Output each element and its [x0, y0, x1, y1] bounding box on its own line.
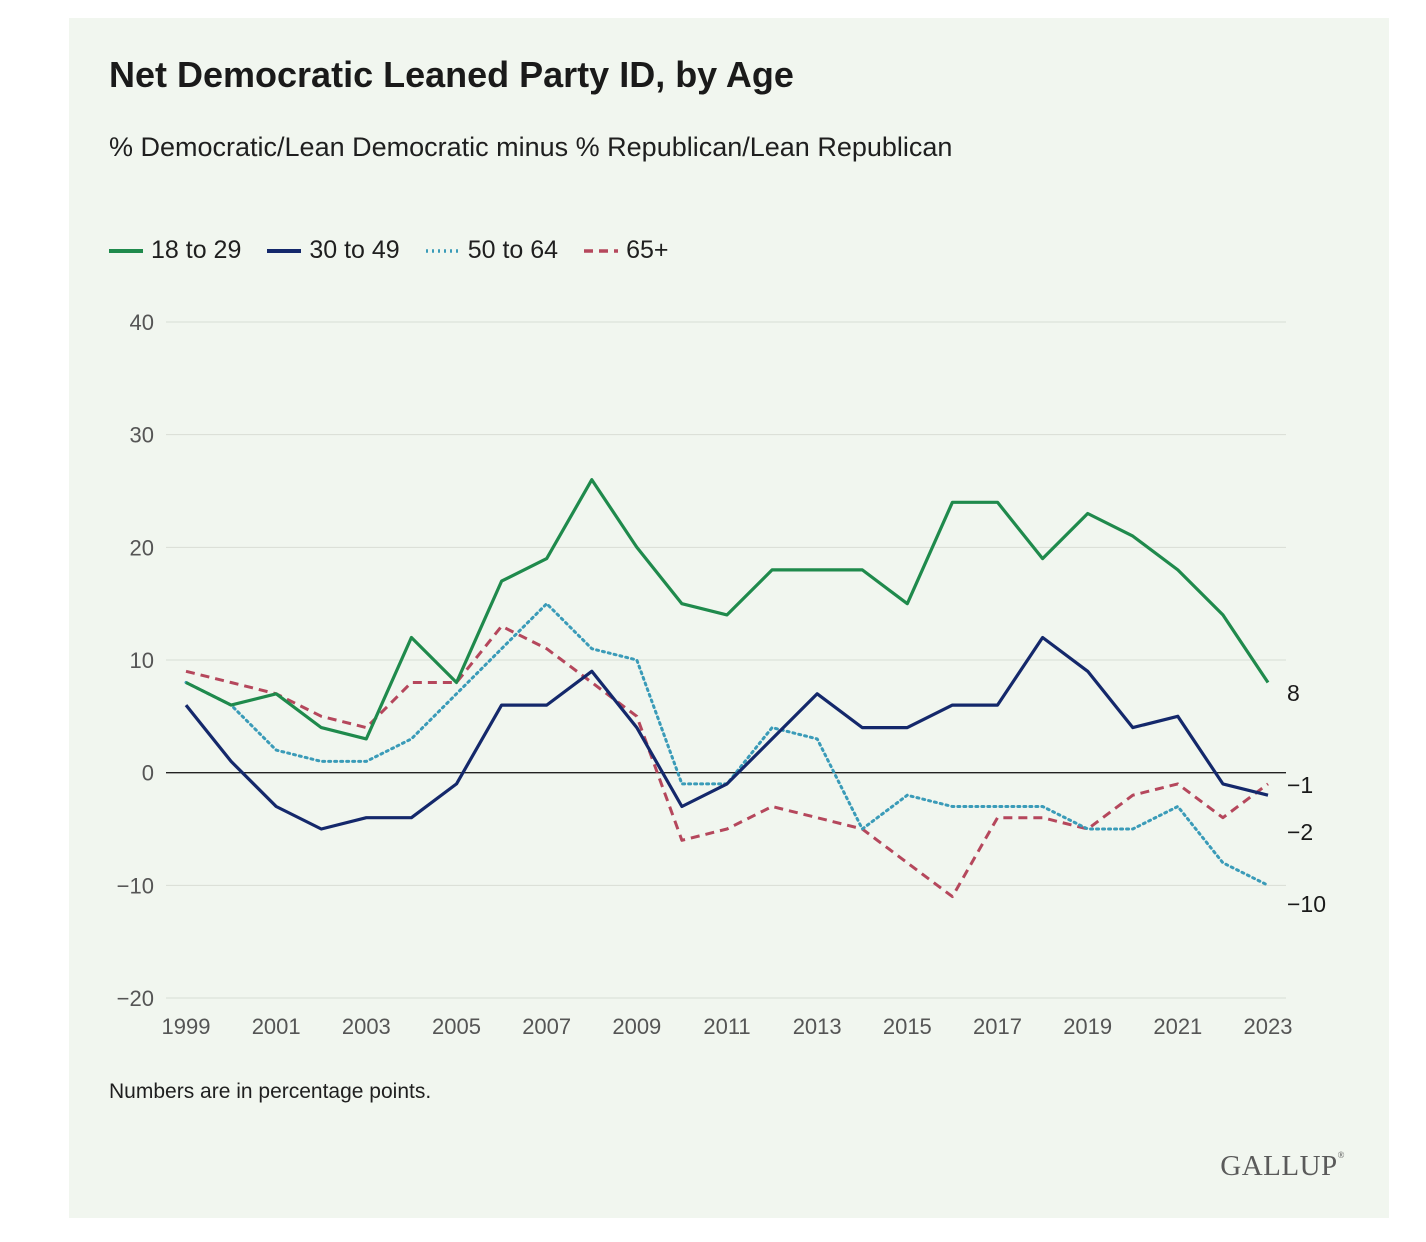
legend-label-30-49: 30 to 49 [309, 236, 400, 264]
chart-note: Numbers are in percentage points. [109, 1080, 432, 1103]
end-value-label: −2 [1287, 819, 1313, 845]
legend-swatch-18-29 [109, 248, 143, 253]
x-tick-label: 2003 [342, 1014, 391, 1039]
x-tick-label: 2015 [883, 1014, 932, 1039]
x-tick-label: 2021 [1153, 1014, 1202, 1039]
legend-swatch-65-plus [584, 248, 619, 253]
x-tick-label: 2005 [432, 1014, 481, 1039]
gallup-logo: GALLUP® [1220, 1150, 1345, 1182]
y-tick-label: −10 [117, 873, 154, 898]
chart-subtitle: % Democratic/Lean Democratic minus % Rep… [109, 132, 953, 162]
y-tick-label: 30 [130, 423, 154, 448]
y-tick-label: 40 [130, 310, 154, 335]
end-value-label: −1 [1287, 772, 1313, 798]
legend-item-18-29: 18 to 29 [109, 236, 241, 265]
x-tick-label: 1999 [162, 1014, 211, 1039]
x-tick-label: 2023 [1244, 1014, 1293, 1039]
end-value-label: −10 [1287, 891, 1326, 917]
y-tick-label: 10 [130, 648, 154, 673]
series-line-30-to-49 [184, 635, 1269, 831]
x-tick-label: 2017 [973, 1014, 1022, 1039]
series-line-65-plus [185, 624, 1269, 899]
x-tick-label: 2013 [793, 1014, 842, 1039]
legend-item-65-plus: 65+ [584, 236, 669, 265]
x-tick-label: 2011 [703, 1014, 750, 1039]
legend-label-18-29: 18 to 29 [151, 236, 242, 264]
gallup-logo-text: GALLUP [1220, 1150, 1338, 1182]
x-tick-label: 2009 [612, 1014, 661, 1039]
x-tick-label: 2019 [1063, 1014, 1112, 1039]
chart-card: Net Democratic Leaned Party ID, by Age %… [69, 18, 1389, 1218]
legend-label-50-64: 50 to 64 [467, 236, 559, 264]
y-tick-label: 20 [130, 535, 154, 560]
y-tick-label: −20 [117, 986, 154, 1011]
legend-item-50-64: 50 to 64 [425, 236, 559, 265]
x-tick-label: 2007 [522, 1014, 571, 1039]
end-value-label: 8 [1287, 680, 1300, 706]
legend: 18 to 29 30 to 49 50 to 64 65+ [109, 236, 695, 265]
legend-label-65-plus: 65+ [626, 236, 669, 264]
series-line-50-to-64 [184, 602, 1270, 887]
legend-swatch-30-49 [267, 248, 302, 253]
series-line-18-to-29 [185, 478, 1270, 741]
x-tick-label: 2001 [252, 1014, 301, 1039]
y-tick-label: 0 [142, 761, 154, 786]
legend-item-30-49: 30 to 49 [267, 236, 400, 265]
chart-title: Net Democratic Leaned Party ID, by Age [109, 54, 794, 95]
